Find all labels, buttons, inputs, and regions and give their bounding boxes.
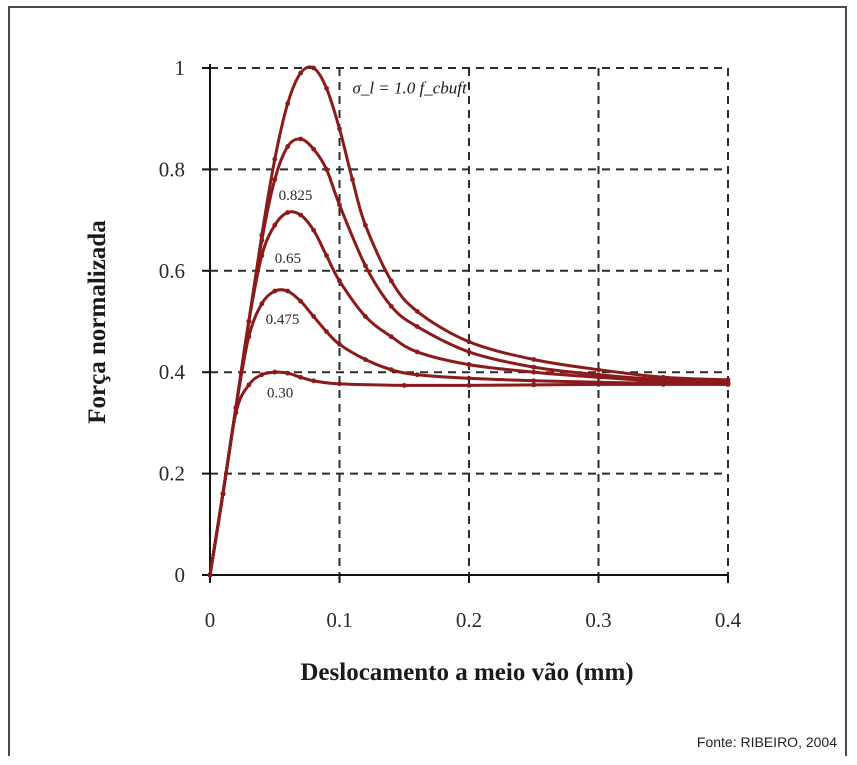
data-point bbox=[272, 177, 278, 182]
data-point bbox=[259, 372, 265, 378]
y-tick-label: 1 bbox=[175, 56, 186, 80]
data-point bbox=[337, 202, 342, 208]
data-point bbox=[337, 126, 342, 132]
data-point bbox=[531, 357, 537, 362]
data-point bbox=[272, 369, 278, 375]
x-tick-label: 0.2 bbox=[456, 608, 482, 632]
data-point bbox=[660, 381, 666, 387]
data-point bbox=[388, 334, 394, 340]
series-group bbox=[207, 65, 731, 578]
data-point bbox=[311, 227, 316, 233]
y-tick-label: 0.4 bbox=[159, 360, 186, 384]
data-point bbox=[272, 222, 278, 228]
y-tick-label: 0.8 bbox=[159, 157, 185, 181]
y-axis-title: Força normalizada bbox=[84, 220, 111, 424]
data-point bbox=[466, 382, 472, 388]
data-point bbox=[466, 349, 472, 355]
x-tick-label: 0.3 bbox=[585, 608, 611, 632]
data-point bbox=[311, 146, 316, 152]
grid bbox=[210, 67, 729, 575]
data-point bbox=[596, 367, 601, 373]
y-tick-label: 0.2 bbox=[159, 462, 185, 486]
source-note: Fonte: RIBEIRO, 2004 bbox=[696, 734, 837, 750]
data-point bbox=[531, 369, 537, 375]
x-tick-label: 0.4 bbox=[715, 608, 742, 632]
y-tick-label: 0.6 bbox=[159, 259, 185, 283]
x-tick-label: 0.1 bbox=[326, 608, 352, 632]
data-point bbox=[324, 167, 329, 172]
y-tick-label: 0 bbox=[175, 563, 186, 587]
data-point bbox=[233, 410, 239, 416]
data-point bbox=[285, 210, 291, 215]
data-point bbox=[388, 278, 394, 284]
data-point bbox=[246, 319, 252, 324]
data-point bbox=[414, 372, 420, 378]
data-point bbox=[259, 301, 265, 307]
data-point bbox=[324, 253, 329, 258]
data-point bbox=[531, 382, 537, 388]
data-point bbox=[414, 308, 420, 314]
data-point bbox=[531, 364, 537, 370]
data-point bbox=[311, 65, 316, 71]
curve-label: 0.30 bbox=[267, 386, 293, 402]
labels: 0 0.2 0.4 0.6 0.8 1 0 0.1 0.2 0.3 0.4 0.825 0.65 0.47… bbox=[159, 56, 742, 632]
data-point bbox=[350, 177, 355, 182]
data-point bbox=[466, 375, 472, 381]
data-point bbox=[337, 341, 342, 347]
data-point bbox=[298, 298, 304, 304]
data-point bbox=[246, 382, 252, 388]
data-point bbox=[207, 572, 213, 578]
data-point bbox=[363, 222, 368, 228]
x-axis-title: Deslocamento a meio vão (mm) bbox=[300, 659, 633, 686]
data-point bbox=[596, 381, 601, 387]
data-point bbox=[363, 357, 368, 362]
data-point bbox=[388, 303, 394, 309]
data-point bbox=[414, 324, 420, 329]
data-point bbox=[285, 288, 291, 294]
data-point bbox=[466, 362, 472, 367]
data-point bbox=[324, 85, 329, 91]
data-point bbox=[401, 382, 407, 388]
x-tick-label: 0 bbox=[205, 608, 216, 632]
data-point bbox=[285, 101, 291, 106]
data-point bbox=[725, 381, 731, 387]
data-point bbox=[324, 329, 329, 335]
data-point bbox=[272, 288, 278, 294]
data-point bbox=[298, 70, 304, 76]
curve-label: 0.825 bbox=[279, 188, 313, 204]
data-point bbox=[285, 144, 291, 149]
data-point bbox=[259, 237, 265, 243]
figure-frame bbox=[8, 6, 847, 756]
data-point bbox=[220, 491, 226, 497]
data-point bbox=[363, 263, 368, 269]
axes bbox=[202, 64, 729, 583]
data-point bbox=[388, 367, 394, 373]
data-point bbox=[246, 334, 252, 340]
curve-label: 0.475 bbox=[266, 312, 300, 328]
data-point bbox=[298, 374, 304, 380]
data-point bbox=[337, 278, 342, 284]
data-point bbox=[531, 378, 537, 384]
series-line bbox=[208, 370, 728, 576]
data-point bbox=[298, 136, 304, 142]
sigma-annotation: σ_l = 1.0 f_cbuft bbox=[352, 78, 468, 97]
curve-label: 0.65 bbox=[275, 251, 301, 267]
data-point bbox=[311, 314, 316, 319]
data-point bbox=[414, 349, 420, 355]
data-point bbox=[272, 156, 278, 162]
data-point bbox=[311, 378, 316, 384]
data-point bbox=[285, 370, 291, 376]
data-point bbox=[596, 374, 601, 380]
data-point bbox=[337, 381, 342, 387]
data-point bbox=[466, 339, 472, 345]
data-point bbox=[298, 212, 304, 218]
data-point bbox=[259, 253, 265, 258]
data-point bbox=[363, 314, 368, 319]
